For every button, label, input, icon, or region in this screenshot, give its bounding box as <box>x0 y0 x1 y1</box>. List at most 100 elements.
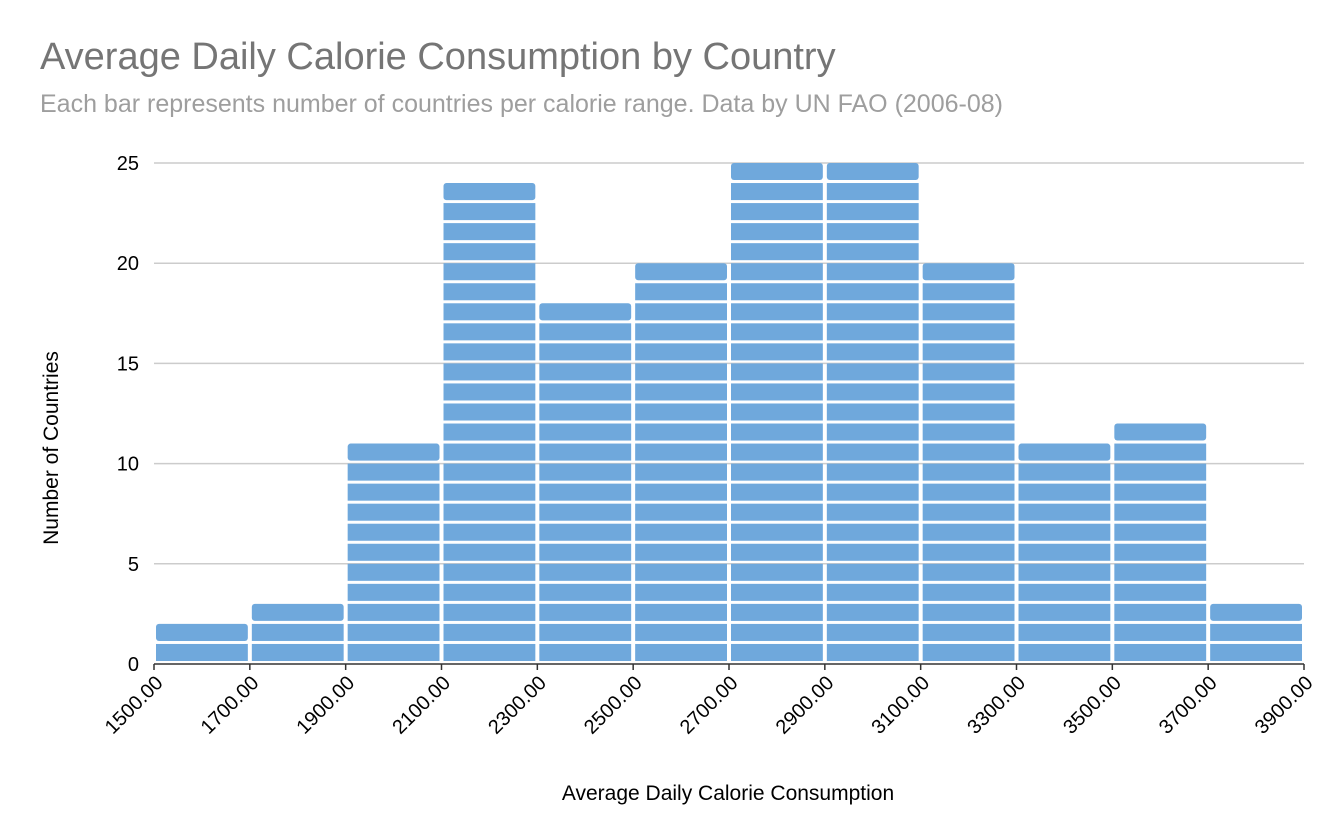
bar-segment <box>443 443 536 461</box>
bar-segment <box>539 363 632 381</box>
bar-segment <box>826 503 919 521</box>
bar-segment <box>539 623 632 641</box>
x-tick-label: 1900.00 <box>293 672 360 739</box>
histogram-bar <box>347 443 440 661</box>
bar-segment <box>443 643 536 661</box>
bar-segment <box>731 243 823 261</box>
bar-segment <box>826 643 919 661</box>
bar-segment <box>539 343 632 361</box>
bar-segment <box>731 363 823 381</box>
bar-segment <box>635 263 727 281</box>
bar-segment <box>635 323 727 341</box>
bar-segment <box>922 363 1015 381</box>
bar-segment <box>922 303 1015 321</box>
y-tick-label: 20 <box>117 253 139 275</box>
bar-segment <box>443 243 536 261</box>
x-tick-label: 2900.00 <box>772 672 839 739</box>
bar-segment <box>731 543 823 561</box>
bar-segment <box>539 483 632 501</box>
bar-segment <box>1018 523 1111 541</box>
bar-segment <box>347 463 440 481</box>
bar-segment <box>731 423 823 441</box>
bar-segment <box>826 563 919 581</box>
bar-segment <box>539 323 632 341</box>
bar-segment <box>1114 443 1207 461</box>
bar-segment <box>443 583 536 601</box>
bar-segment <box>826 343 919 361</box>
bar-segment <box>922 603 1015 621</box>
bar-segment <box>826 583 919 601</box>
histogram-bar <box>251 603 344 661</box>
bar-segment <box>1018 463 1111 481</box>
bar-segment <box>826 263 919 281</box>
bar-segment <box>635 363 727 381</box>
bar-segment <box>922 583 1015 601</box>
bar-segment <box>539 403 632 421</box>
bar-segment <box>922 623 1015 641</box>
bar-segment <box>635 603 727 621</box>
y-tick-label: 5 <box>128 554 139 576</box>
bar-segment <box>1018 483 1111 501</box>
bar-segment <box>443 523 536 541</box>
bar-segment <box>1114 463 1207 481</box>
histogram-bar <box>1018 443 1111 661</box>
y-tick-label: 15 <box>117 353 139 375</box>
bar-segment <box>826 283 919 301</box>
bar-segment <box>922 483 1015 501</box>
x-axis-label: Average Daily Calorie Consumption <box>561 782 895 805</box>
x-tick-label: 1500.00 <box>101 672 168 739</box>
bar-segment <box>1018 623 1111 641</box>
bar-segment <box>1018 543 1111 561</box>
bar-segment <box>1018 643 1111 661</box>
x-tick-label: 2500.00 <box>580 672 647 739</box>
bar-segment <box>347 543 440 561</box>
bar-segment <box>731 283 823 301</box>
bar-segment <box>731 503 823 521</box>
histogram-bar <box>635 263 727 661</box>
bar-segment <box>922 283 1015 301</box>
bar-segment <box>826 523 919 541</box>
x-tick-label: 2700.00 <box>676 672 743 739</box>
bar-segment <box>635 643 727 661</box>
bar-segment <box>922 503 1015 521</box>
bar-segment <box>731 403 823 421</box>
bar-segment <box>826 323 919 341</box>
bar-segment <box>443 203 536 221</box>
x-tick-label: 3100.00 <box>868 672 935 739</box>
bar-segment <box>347 583 440 601</box>
bar-segment <box>731 463 823 481</box>
bar-segment <box>443 223 536 241</box>
bar-segment <box>922 563 1015 581</box>
bar-segment <box>539 583 632 601</box>
bar-segment <box>539 603 632 621</box>
bar-segment <box>443 403 536 421</box>
bar-segment <box>826 623 919 641</box>
bar-segment <box>443 183 536 201</box>
bar-segment <box>731 623 823 641</box>
bar-segment <box>539 443 632 461</box>
bar-segment <box>826 463 919 481</box>
bar-segment <box>1018 443 1111 461</box>
x-tick-label: 3500.00 <box>1059 672 1126 739</box>
bar-segment <box>635 403 727 421</box>
bar-segment <box>539 563 632 581</box>
bar-segment <box>731 223 823 241</box>
bar-segment <box>826 443 919 461</box>
bar-segment <box>922 403 1015 421</box>
bar-segment <box>635 503 727 521</box>
bar-segment <box>1114 423 1207 441</box>
bar-segment <box>347 483 440 501</box>
bar-segment <box>1018 603 1111 621</box>
bar-segment <box>922 463 1015 481</box>
bar-segment <box>251 603 344 621</box>
bar-segment <box>731 583 823 601</box>
histogram-bar <box>826 163 919 661</box>
histogram-bar <box>731 163 823 661</box>
bar-segment <box>347 503 440 521</box>
histogram-bar <box>922 263 1015 661</box>
bar-segment <box>443 463 536 481</box>
bars <box>156 163 1302 661</box>
bar-segment <box>826 243 919 261</box>
bar-segment <box>922 643 1015 661</box>
